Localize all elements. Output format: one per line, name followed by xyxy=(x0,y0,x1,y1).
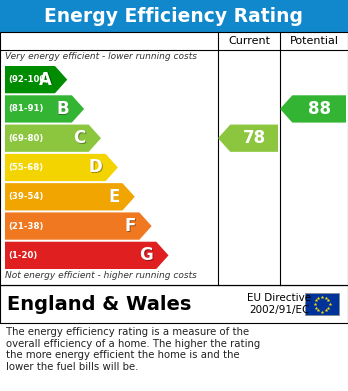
Text: Not energy efficient - higher running costs: Not energy efficient - higher running co… xyxy=(5,271,197,280)
Polygon shape xyxy=(5,212,152,240)
Polygon shape xyxy=(5,66,67,93)
Text: (92-100): (92-100) xyxy=(8,75,49,84)
Polygon shape xyxy=(5,242,168,269)
Text: E: E xyxy=(108,188,119,206)
Text: Potential: Potential xyxy=(290,36,339,46)
Bar xyxy=(0,285,348,323)
Polygon shape xyxy=(5,95,84,122)
Text: A: A xyxy=(39,71,52,89)
Text: G: G xyxy=(140,246,153,264)
Text: (55-68): (55-68) xyxy=(8,163,43,172)
Text: Very energy efficient - lower running costs: Very energy efficient - lower running co… xyxy=(5,52,197,61)
Bar xyxy=(0,32,348,285)
Polygon shape xyxy=(5,125,101,152)
Text: F: F xyxy=(125,217,136,235)
Text: EU Directive
2002/91/EC: EU Directive 2002/91/EC xyxy=(247,293,311,315)
Text: (1-20): (1-20) xyxy=(8,251,37,260)
Text: (81-91): (81-91) xyxy=(8,104,44,113)
Text: Current: Current xyxy=(228,36,270,46)
Text: C: C xyxy=(73,129,86,147)
Text: F: F xyxy=(126,218,137,236)
Text: B: B xyxy=(56,100,69,118)
Text: Energy Efficiency Rating: Energy Efficiency Rating xyxy=(45,7,303,25)
Text: (21-38): (21-38) xyxy=(8,222,44,231)
Polygon shape xyxy=(280,95,346,122)
Polygon shape xyxy=(218,125,278,152)
Text: B: B xyxy=(57,100,70,118)
Text: C: C xyxy=(74,130,86,148)
Text: England & Wales: England & Wales xyxy=(7,294,191,314)
Text: D: D xyxy=(89,158,103,176)
Polygon shape xyxy=(5,183,135,210)
Text: A: A xyxy=(40,71,53,89)
Text: D: D xyxy=(89,159,103,177)
Text: 78: 78 xyxy=(243,129,266,147)
Text: 88: 88 xyxy=(308,100,331,118)
Bar xyxy=(0,0,348,32)
Bar xyxy=(305,293,339,315)
Text: G: G xyxy=(140,247,154,265)
Text: (39-54): (39-54) xyxy=(8,192,44,201)
Text: E: E xyxy=(109,188,120,206)
Polygon shape xyxy=(5,154,118,181)
Text: The energy efficiency rating is a measure of the
overall efficiency of a home. T: The energy efficiency rating is a measur… xyxy=(6,327,260,372)
Text: (69-80): (69-80) xyxy=(8,134,43,143)
